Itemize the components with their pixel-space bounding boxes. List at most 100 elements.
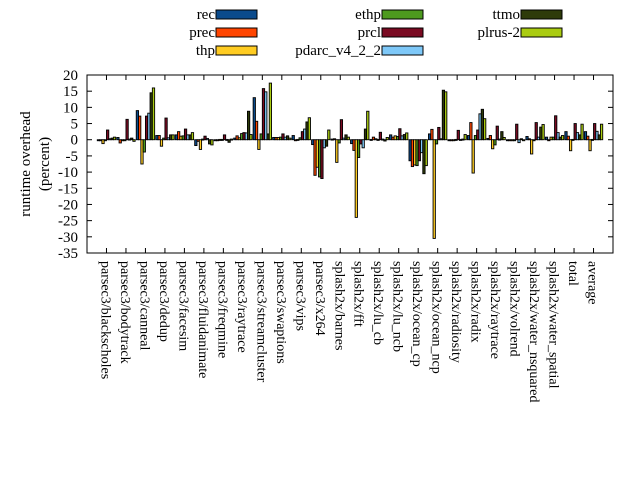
bar-prec-17: [430, 128, 434, 141]
bar-thp-17: [432, 139, 436, 239]
bar-plrus-2-4: [190, 132, 195, 141]
legend-swatch-thp: [215, 45, 258, 56]
bar-plrus-2-1: [132, 139, 136, 142]
legend-swatch-pdarc_v4_2_2: [381, 45, 424, 56]
bar-plrus-2-0: [112, 136, 117, 141]
bar-ethp-20: [493, 139, 497, 146]
x-tick-label: parsec3/dedup: [156, 261, 171, 342]
legend-label-plrus-2: plrus-2: [478, 25, 521, 41]
bar-rec-5: [194, 139, 198, 147]
x-tick-label: splash2x/lu_cb: [370, 261, 385, 345]
bar-rec-8: [252, 97, 256, 141]
bar-ttmo-1: [130, 137, 134, 141]
bar-prcl-24: [573, 123, 577, 141]
bar-ethp-13: [356, 139, 361, 158]
bar-plrus-2-8: [268, 82, 272, 141]
bar-prec-19: [469, 122, 473, 141]
bar-ethp-17: [434, 139, 439, 145]
x-tick-label: splash2x/radiosity: [448, 261, 463, 363]
bar-thp-22: [530, 139, 534, 155]
x-tick-label: parsec3/freqmine: [214, 261, 229, 358]
x-axis: parsec3/blackscholes parsec3/bodytrack par…: [97, 75, 600, 403]
bar-prcl-22: [534, 122, 538, 141]
legend-swatch-prec: [215, 27, 258, 38]
bar-prec-20: [488, 135, 492, 141]
bar-plrus-2-10: [307, 117, 311, 141]
y-tick-label: 0: [71, 133, 79, 149]
x-tick-label: parsec3/streamcluster: [253, 261, 268, 383]
legend-label-pdarc_v4_2_2: pdarc_v4_2_2: [295, 43, 381, 59]
x-tick-label: splash2x/radix: [468, 261, 483, 343]
bar-plrus-2-3: [171, 134, 175, 141]
bar-plrus-2-15: [405, 132, 409, 141]
legend-swatch-ethp: [381, 9, 424, 20]
legend-label-ethp: ethp: [355, 7, 381, 23]
bar-prcl-21: [515, 123, 519, 141]
bar-plrus-2-18: [463, 134, 467, 141]
bar-prcl-12: [339, 119, 344, 141]
x-tick-label: parsec3/bodytrack: [117, 261, 132, 364]
bar-ttmo-11: [324, 139, 329, 147]
bar-thp-8: [257, 139, 261, 150]
plot-frame: [86, 74, 614, 254]
bar-plrus-2-11: [327, 129, 331, 141]
bar-prec-24: [566, 135, 570, 141]
bar-plrus-2-2: [151, 87, 156, 141]
bar-prec-22: [527, 138, 531, 141]
y-tick-label: -15: [58, 181, 78, 197]
bar-plrus-2-5: [210, 139, 214, 146]
legend-label-ttmo: ttmo: [492, 7, 520, 23]
bar-ethp-2: [142, 139, 146, 153]
bars: [96, 82, 604, 239]
y-tick-label: -5: [66, 149, 79, 165]
bar-pdarc_v4_2_2-13: [361, 139, 365, 149]
x-tick-label: parsec3/x264: [312, 261, 327, 336]
bar-prcl-3: [164, 117, 168, 141]
y-tick-label: 10: [63, 100, 78, 116]
bar-prcl-5: [203, 135, 207, 141]
bar-prcl-17: [437, 126, 441, 141]
y-tick-label: -10: [58, 165, 78, 181]
bar-plrus-2-13: [366, 110, 370, 141]
legend-label-thp: thp: [196, 43, 215, 59]
y-tick-label: -30: [58, 230, 78, 246]
legend-label-rec: rec: [197, 7, 216, 23]
bar-prec-25: [586, 135, 590, 141]
bar-prec-12: [332, 138, 337, 141]
bar-ttmo-20: [500, 131, 504, 141]
x-tick-label: parsec3/blackscholes: [97, 261, 112, 379]
bar-rec-1: [116, 137, 120, 141]
legend-swatch-prcl: [381, 27, 424, 38]
legend-label-prcl: prcl: [358, 25, 381, 41]
legend-swatch-plrus-2: [520, 27, 563, 38]
legend-swatch-rec: [215, 9, 258, 20]
bar-plrus-2-21: [522, 139, 526, 142]
bar-plrus-2-17: [444, 91, 448, 141]
bar-ethp-12: [337, 139, 341, 144]
bar-prcl-4: [183, 128, 188, 141]
bar-plrus-2-24: [580, 123, 584, 141]
bar-plrus-2-22: [541, 124, 545, 141]
bar-prcl-1: [125, 118, 129, 141]
bar-pdarc_v4_2_2-23: [556, 132, 560, 141]
bar-plrus-2-16: [424, 139, 428, 167]
x-tick-label: parsec3/vips: [292, 261, 307, 331]
bar-prec-1: [118, 139, 122, 144]
bar-prcl-14: [378, 131, 382, 141]
x-tick-label: parsec3/canneal: [136, 261, 151, 350]
bar-pdarc_v4_2_2-5: [205, 137, 209, 141]
bar-thp-3: [159, 139, 164, 147]
bar-prec-23: [547, 139, 551, 142]
bar-rec-24: [564, 131, 568, 141]
bar-prec-3: [157, 135, 161, 141]
bar-thp-12: [335, 139, 339, 163]
x-tick-label: splash2x/raytrace: [487, 261, 502, 359]
x-tick-label: average: [585, 261, 600, 305]
bar-ethp-1: [123, 139, 127, 142]
x-tick-label: parsec3/swaptions: [273, 261, 288, 364]
y-axis-label-line-1: runtime overhead: [18, 111, 34, 217]
x-tick-label: parsec3/facesim: [175, 261, 190, 351]
bar-prcl-6: [222, 134, 227, 141]
bar-thp-0: [101, 139, 105, 145]
